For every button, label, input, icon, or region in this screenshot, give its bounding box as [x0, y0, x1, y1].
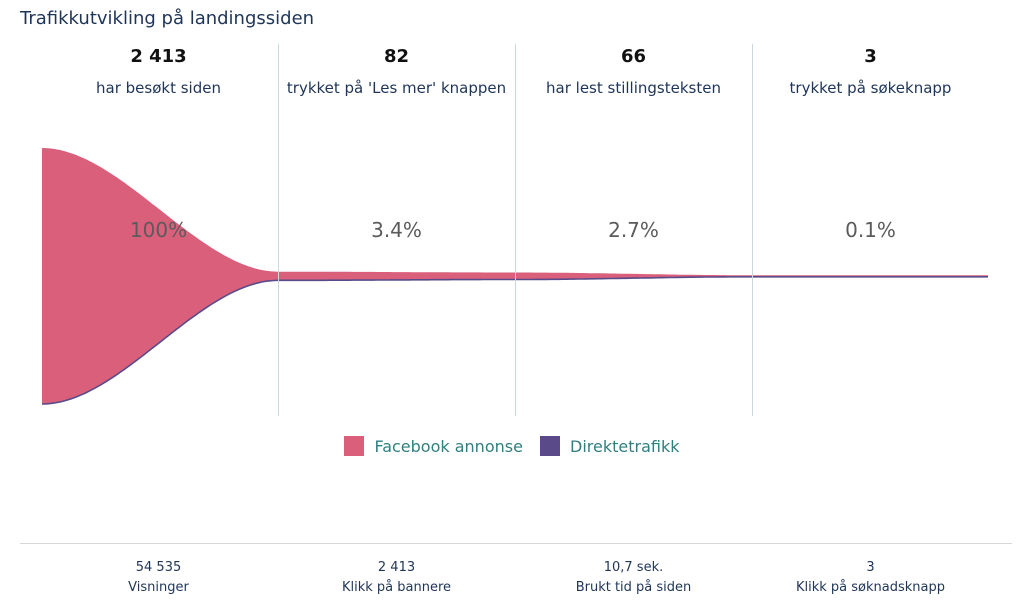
stage-divider: [278, 44, 279, 416]
chart-legend: Facebook annonse Direktetrafikk: [0, 436, 1024, 456]
stage-header-3: 66 har lest stillingsteksten: [515, 44, 752, 100]
bottom-stat-value: 2 413: [377, 560, 416, 575]
bottom-stat: 3 Klikk på søknadsknapp: [752, 558, 989, 598]
stage-divider: [515, 44, 516, 416]
stage-label: har lest stillingsteksten: [546, 79, 721, 97]
stage-percent: 2.7%: [608, 218, 659, 242]
stage-header-2: 82 trykket på 'Les mer' knappen: [278, 44, 515, 100]
stage-label: trykket på 'Les mer' knappen: [286, 79, 507, 97]
bottom-stat-label: Klikk på bannere: [341, 580, 452, 595]
stage-label: trykket på søkeknapp: [789, 79, 952, 97]
bottom-stat-value: 54 535: [135, 560, 182, 575]
bottom-stat-label: Brukt tid på siden: [575, 580, 692, 595]
legend-swatch: [540, 436, 561, 456]
legend-label: Direktetrafikk: [570, 437, 680, 456]
stage-header-1: 2 413 har besøkt siden: [40, 44, 277, 100]
legend-swatch: [344, 436, 365, 456]
chart-title: Trafikkutvikling på landingssiden: [20, 8, 315, 29]
legend-item-facebook[interactable]: Facebook annonse: [344, 436, 523, 456]
stage-count: 2 413: [130, 46, 187, 67]
stage-count: 66: [620, 46, 647, 67]
stage-percent: 3.4%: [371, 218, 422, 242]
bottom-stat-value: 3: [866, 560, 875, 575]
stage-percent: 0.1%: [845, 218, 896, 242]
stage-count: 3: [864, 46, 877, 67]
stage-divider: [752, 44, 753, 416]
bottom-divider: [20, 543, 1012, 544]
bottom-stat: 10,7 sek. Brukt tid på siden: [515, 558, 752, 598]
legend-item-direct[interactable]: Direktetrafikk: [540, 436, 680, 456]
bottom-stat-label: Visninger: [128, 580, 189, 595]
stage-header-4: 3 trykket på søkeknapp: [752, 44, 989, 100]
bottom-stat: 2 413 Klikk på bannere: [278, 558, 515, 598]
stage-count: 82: [383, 46, 410, 67]
bottom-stat-label: Klikk på søknadsknapp: [795, 580, 945, 595]
bottom-stat-value: 10,7 sek.: [603, 560, 664, 575]
stage-percent: 100%: [129, 218, 188, 242]
bottom-stat: 54 535 Visninger: [40, 558, 277, 598]
stage-label: har besøkt siden: [96, 79, 221, 97]
legend-label: Facebook annonse: [374, 437, 523, 456]
